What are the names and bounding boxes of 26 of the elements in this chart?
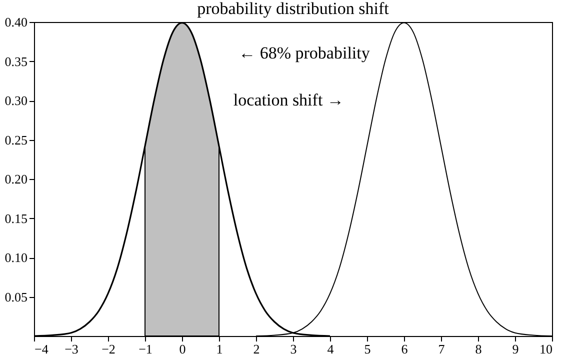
y-tick-label: 0.40 xyxy=(4,14,28,30)
x-tick-label: −1 xyxy=(138,342,152,356)
x-tick-label: 2 xyxy=(253,342,260,356)
y-tick-label: 0.35 xyxy=(4,54,28,69)
y-tick-label: 0.30 xyxy=(4,93,28,108)
annotation: ← 68% probability xyxy=(238,43,370,62)
chart-title: probability distribution shift xyxy=(197,0,390,18)
y-tick-label: 0.15 xyxy=(4,210,28,226)
x-tick-label: 4 xyxy=(327,342,334,356)
x-tick-label: 7 xyxy=(438,342,446,356)
x-tick-label: 5 xyxy=(364,342,371,356)
x-tick-label: 6 xyxy=(401,342,408,356)
x-tick-label: −4 xyxy=(34,342,49,356)
y-tick-label: 0.20 xyxy=(4,172,28,186)
x-tick-label: 0 xyxy=(179,342,186,356)
x-tick-label: 3 xyxy=(290,342,297,356)
y-tick-label: 0.10 xyxy=(4,250,28,265)
y-tick-label: 0.05 xyxy=(4,289,28,304)
x-tick-label: −2 xyxy=(102,342,116,356)
x-tick-label: 9 xyxy=(512,342,519,356)
x-tick-label: −3 xyxy=(64,342,78,356)
x-tick-label: 10 xyxy=(540,342,552,356)
annotation: location shift → xyxy=(233,90,344,110)
x-tick-label: 1 xyxy=(216,342,223,356)
y-tick-label: 0.25 xyxy=(4,132,28,148)
x-tick-label: 8 xyxy=(475,342,482,356)
